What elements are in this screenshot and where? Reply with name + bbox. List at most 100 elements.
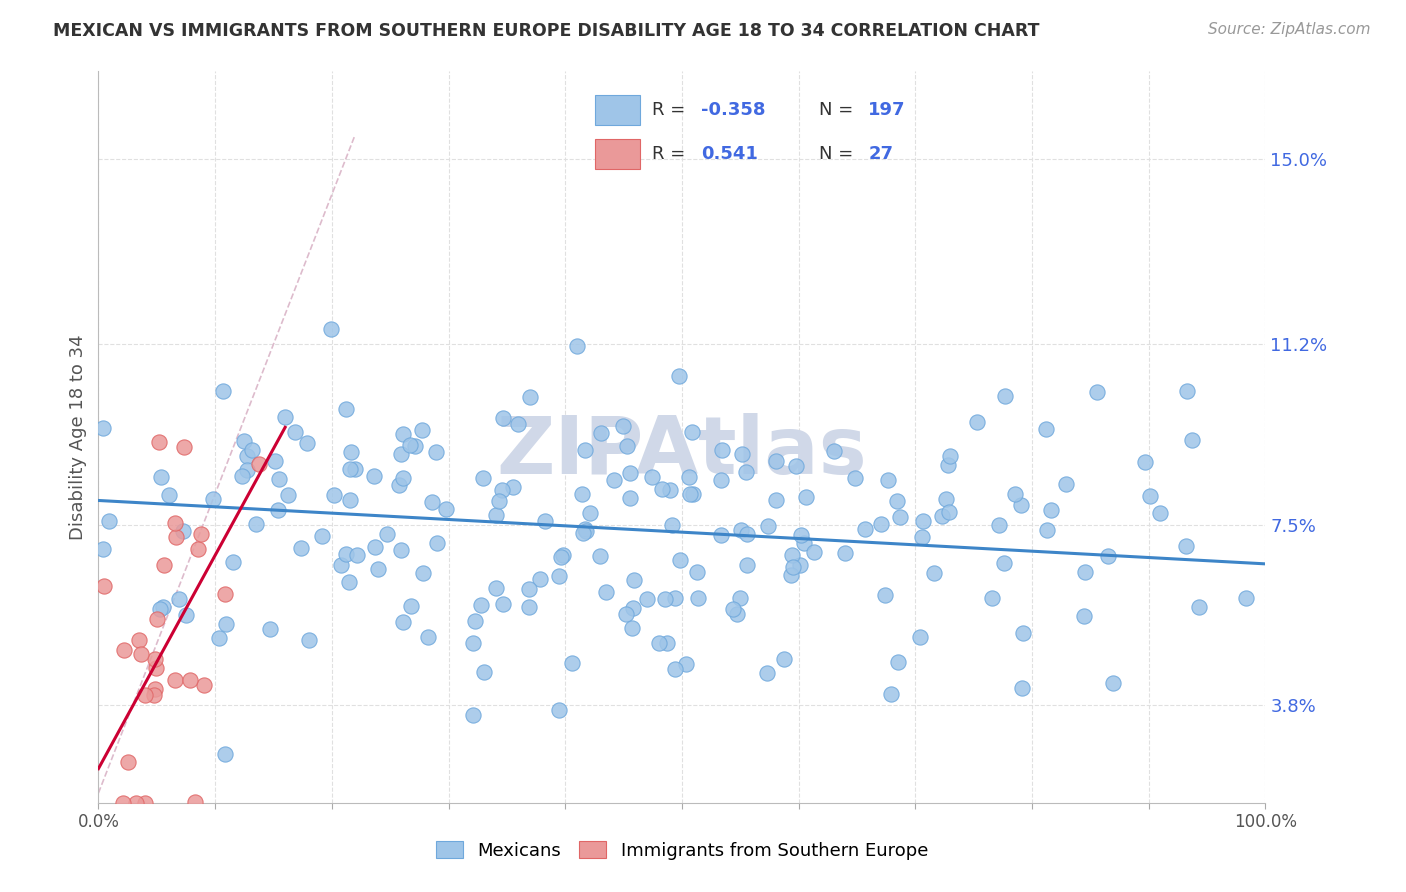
Point bbox=[756, 666, 779, 681]
Point bbox=[492, 597, 515, 611]
Point bbox=[117, 755, 139, 769]
Point bbox=[710, 442, 733, 457]
Point bbox=[411, 423, 433, 437]
Point bbox=[128, 633, 150, 648]
Point bbox=[485, 508, 508, 522]
Point bbox=[124, 796, 146, 810]
Point bbox=[730, 523, 752, 537]
Point bbox=[589, 426, 612, 441]
Point bbox=[461, 707, 484, 722]
Point bbox=[93, 579, 115, 593]
Point bbox=[152, 558, 174, 573]
Point bbox=[426, 535, 449, 549]
Point bbox=[939, 449, 962, 463]
Point bbox=[614, 607, 637, 621]
Point bbox=[640, 470, 662, 484]
Point bbox=[167, 592, 190, 607]
Point bbox=[295, 435, 318, 450]
Point bbox=[323, 487, 346, 501]
Point bbox=[297, 632, 319, 647]
Point bbox=[214, 587, 236, 601]
Point bbox=[464, 615, 486, 629]
Point bbox=[152, 599, 174, 614]
Point bbox=[392, 427, 415, 442]
Point bbox=[1149, 507, 1171, 521]
Point bbox=[765, 454, 787, 468]
Point bbox=[463, 636, 485, 650]
Point bbox=[938, 505, 960, 519]
Point bbox=[519, 391, 541, 405]
Point bbox=[621, 600, 644, 615]
Point bbox=[780, 548, 803, 562]
Point bbox=[561, 656, 583, 670]
Point bbox=[793, 536, 815, 550]
Point bbox=[367, 562, 389, 576]
Point bbox=[994, 389, 1017, 403]
Point bbox=[233, 434, 256, 448]
Point bbox=[616, 439, 638, 453]
Point bbox=[922, 566, 945, 580]
Point bbox=[330, 558, 353, 572]
Point bbox=[686, 591, 709, 605]
Point bbox=[908, 630, 931, 644]
Point bbox=[143, 682, 166, 697]
Text: Source: ZipAtlas.com: Source: ZipAtlas.com bbox=[1208, 22, 1371, 37]
Point bbox=[1175, 539, 1198, 553]
Text: R =: R = bbox=[652, 101, 690, 119]
Point bbox=[1035, 523, 1057, 537]
Point bbox=[589, 549, 612, 563]
Point bbox=[619, 491, 641, 505]
Point bbox=[492, 410, 515, 425]
Point bbox=[678, 470, 700, 484]
Point bbox=[335, 547, 357, 561]
Point bbox=[212, 384, 235, 398]
Point bbox=[1133, 455, 1156, 469]
Bar bbox=[595, 139, 641, 169]
Point bbox=[651, 482, 673, 496]
Point bbox=[284, 425, 307, 440]
Point bbox=[780, 567, 803, 582]
Point bbox=[259, 622, 281, 636]
Point bbox=[502, 480, 524, 494]
Point bbox=[1181, 434, 1204, 448]
Point bbox=[655, 636, 678, 650]
Point bbox=[548, 569, 571, 583]
Point bbox=[405, 439, 427, 453]
Point bbox=[517, 599, 540, 614]
Point bbox=[149, 602, 172, 616]
Point bbox=[548, 703, 571, 717]
Point bbox=[875, 588, 897, 602]
Point bbox=[215, 616, 238, 631]
Point bbox=[659, 483, 682, 498]
Point bbox=[877, 473, 900, 487]
Point bbox=[1087, 385, 1109, 400]
Point bbox=[335, 401, 357, 416]
Point bbox=[245, 516, 267, 531]
Point bbox=[412, 566, 434, 581]
Point bbox=[935, 492, 957, 507]
Point bbox=[603, 473, 626, 487]
Point bbox=[491, 483, 513, 497]
Point bbox=[337, 575, 360, 590]
Point bbox=[201, 491, 224, 506]
Point bbox=[247, 457, 270, 471]
Point bbox=[686, 565, 709, 579]
Point bbox=[208, 631, 231, 645]
Point bbox=[146, 612, 169, 626]
Point bbox=[765, 492, 787, 507]
Point bbox=[1073, 609, 1095, 624]
Point bbox=[648, 636, 671, 650]
Point bbox=[803, 545, 825, 559]
Point bbox=[388, 477, 411, 491]
Point bbox=[274, 409, 297, 424]
Point bbox=[363, 468, 385, 483]
Text: MEXICAN VS IMMIGRANTS FROM SOUTHERN EUROPE DISABILITY AGE 18 TO 34 CORRELATION C: MEXICAN VS IMMIGRANTS FROM SOUTHERN EURO… bbox=[53, 22, 1040, 40]
Point bbox=[1188, 600, 1211, 615]
Point bbox=[1011, 681, 1033, 695]
Point bbox=[823, 444, 845, 458]
Point bbox=[654, 592, 676, 607]
Point bbox=[728, 591, 751, 606]
Point bbox=[911, 515, 934, 529]
Point bbox=[669, 552, 692, 566]
Point bbox=[236, 449, 259, 463]
